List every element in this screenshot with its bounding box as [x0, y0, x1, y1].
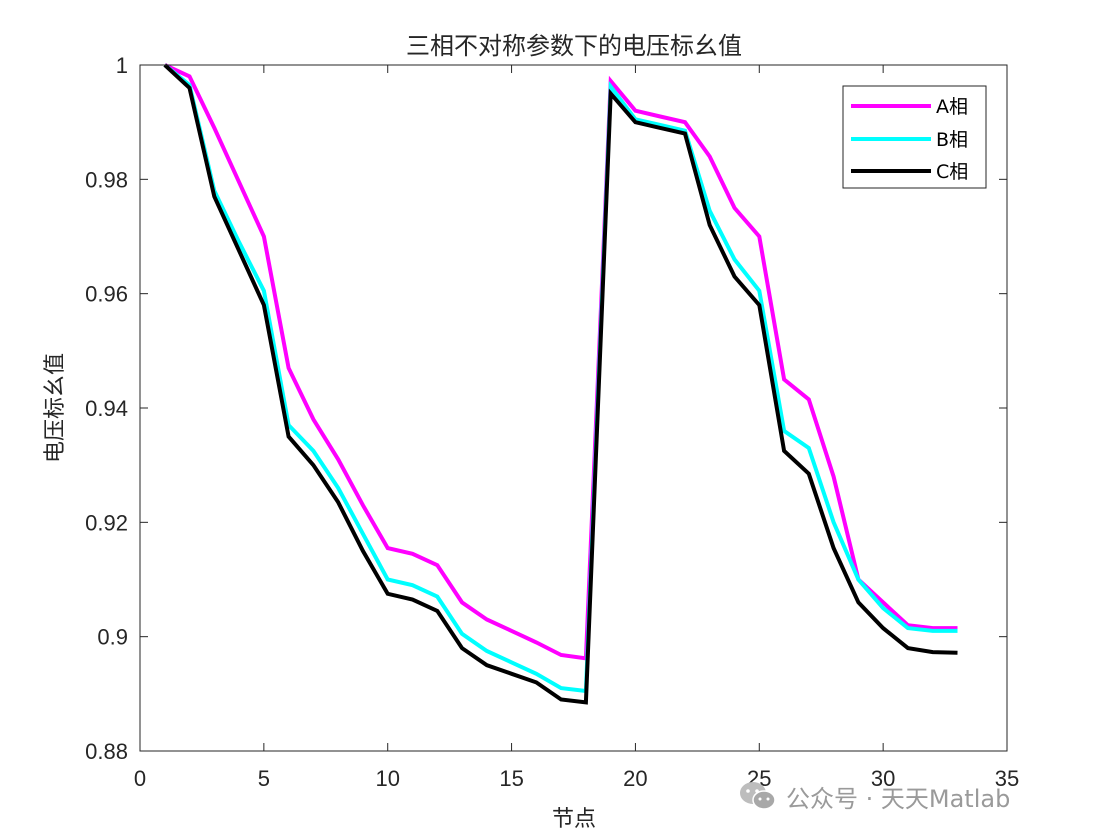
- legend-label-c: C相: [936, 161, 968, 183]
- series-line-2: [163, 63, 958, 705]
- chart-title: 三相不对称参数下的电压标幺值: [406, 32, 742, 60]
- y-tick-label: 0.88: [85, 739, 128, 764]
- series-layer: [163, 63, 958, 705]
- x-axis-label: 节点: [552, 807, 596, 832]
- series-line-1: [163, 63, 958, 694]
- legend-label-a: A相: [936, 96, 968, 118]
- tick-layer: 0 5 10 15 20 25 30 350.880.90.920.940.960.981: [85, 53, 1019, 791]
- x-tick-label: 5: [258, 766, 270, 791]
- x-tick-label: 15: [499, 766, 523, 791]
- watermark-text: 公众号 · 天天Matlab: [786, 784, 1011, 813]
- x-tick-label: 20: [623, 766, 647, 791]
- x-tick-label: 10: [375, 766, 399, 791]
- wechat-icon: [740, 782, 776, 810]
- y-tick-label: 1: [116, 53, 128, 78]
- legend: A相 B相 C相: [842, 85, 987, 189]
- y-tick-label: 0.96: [85, 282, 128, 307]
- y-tick-label: 0.9: [97, 625, 128, 650]
- series-line-0: [163, 63, 958, 661]
- x-tick-label: 35: [995, 766, 1019, 791]
- x-tick-label: 30: [871, 766, 895, 791]
- y-tick-label: 0.98: [85, 167, 128, 192]
- legend-label-b: B相: [936, 129, 968, 151]
- y-tick-label: 0.92: [85, 510, 128, 535]
- y-axis-label: 电压标幺值: [43, 353, 68, 463]
- watermark: 公众号 · 天天Matlab: [738, 776, 1010, 816]
- x-tick-label: 0: [134, 766, 146, 791]
- y-tick-label: 0.94: [85, 396, 128, 421]
